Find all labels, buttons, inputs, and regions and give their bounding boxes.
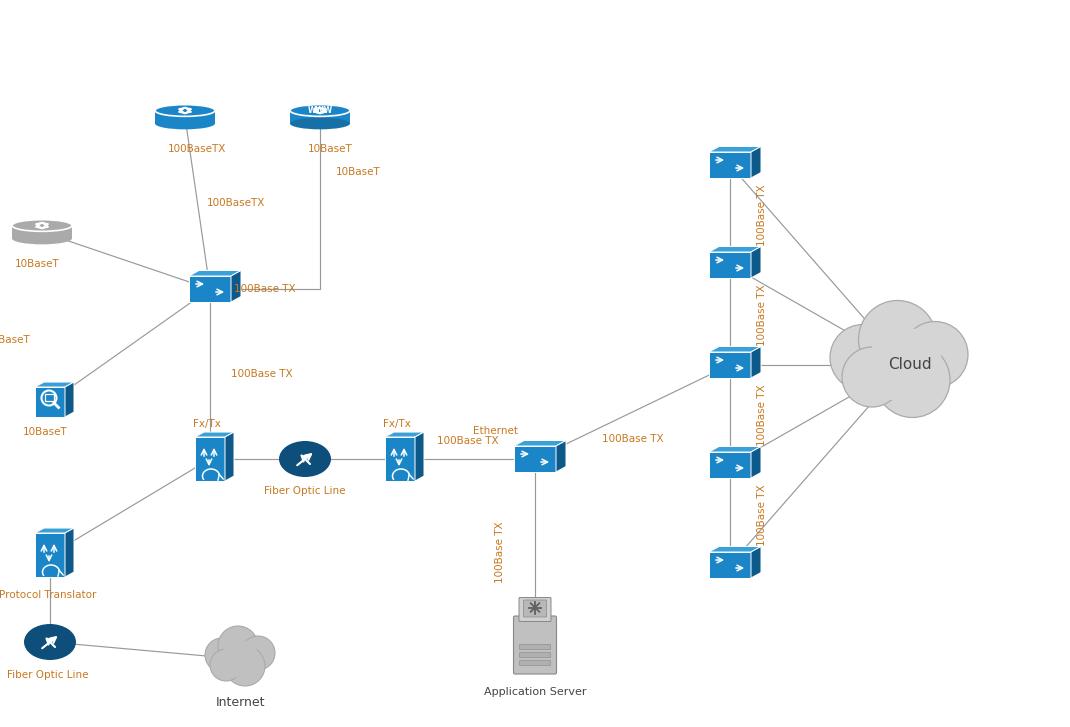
Text: Internet: Internet (215, 696, 264, 709)
FancyBboxPatch shape (514, 616, 556, 674)
Polygon shape (415, 432, 424, 481)
FancyBboxPatch shape (519, 598, 551, 622)
Polygon shape (195, 432, 234, 437)
Ellipse shape (290, 105, 350, 116)
Circle shape (902, 321, 968, 387)
Polygon shape (35, 387, 65, 417)
Ellipse shape (279, 441, 331, 477)
Polygon shape (514, 441, 566, 446)
Polygon shape (65, 528, 74, 577)
Circle shape (225, 646, 265, 686)
Polygon shape (290, 111, 350, 124)
Text: Fiber Optic Line: Fiber Optic Line (7, 670, 89, 680)
Polygon shape (709, 452, 751, 478)
Polygon shape (751, 246, 761, 278)
FancyBboxPatch shape (520, 661, 550, 665)
Polygon shape (385, 437, 415, 481)
Polygon shape (709, 252, 751, 278)
Polygon shape (65, 382, 74, 417)
Text: 100Base TX: 100Base TX (437, 436, 499, 446)
Polygon shape (189, 270, 241, 276)
FancyBboxPatch shape (520, 653, 550, 657)
Text: 10BaseT: 10BaseT (336, 167, 380, 177)
Polygon shape (231, 270, 241, 302)
Text: Protocol Translator: Protocol Translator (0, 590, 96, 600)
Text: Fx/Tx: Fx/Tx (193, 419, 220, 429)
Polygon shape (35, 533, 65, 577)
Polygon shape (709, 347, 761, 352)
Ellipse shape (12, 220, 72, 231)
Text: 100Base TX: 100Base TX (234, 284, 295, 294)
Polygon shape (556, 441, 566, 472)
Text: Cloud: Cloud (888, 358, 932, 372)
Polygon shape (751, 347, 761, 378)
Polygon shape (709, 547, 761, 552)
Polygon shape (709, 352, 751, 378)
Polygon shape (709, 152, 751, 178)
Polygon shape (189, 276, 231, 302)
FancyBboxPatch shape (520, 645, 550, 649)
Circle shape (205, 638, 239, 672)
Circle shape (221, 640, 259, 678)
Polygon shape (709, 552, 751, 578)
Text: 10BaseT: 10BaseT (22, 427, 67, 437)
Circle shape (210, 649, 242, 681)
Polygon shape (514, 446, 556, 472)
Text: Fx/Tx: Fx/Tx (383, 419, 411, 429)
Text: 100Base TX: 100Base TX (756, 384, 767, 446)
Circle shape (875, 342, 950, 417)
Ellipse shape (12, 233, 72, 244)
FancyBboxPatch shape (523, 600, 547, 617)
Polygon shape (225, 432, 234, 481)
Circle shape (241, 636, 275, 670)
Text: 10BaseT: 10BaseT (15, 259, 59, 269)
Polygon shape (155, 111, 215, 124)
Circle shape (830, 324, 896, 390)
Polygon shape (195, 437, 225, 481)
Circle shape (858, 300, 936, 379)
Polygon shape (751, 446, 761, 478)
Text: 100Base TX: 100Base TX (756, 284, 767, 346)
Text: 100BaseTX: 100BaseTX (207, 198, 264, 208)
Text: 100Base TX: 100Base TX (495, 521, 505, 583)
Text: 10BaseT: 10BaseT (308, 144, 352, 154)
Ellipse shape (155, 105, 215, 116)
Polygon shape (709, 147, 761, 152)
Polygon shape (35, 382, 74, 387)
Polygon shape (751, 547, 761, 578)
Text: 100Base TX: 100Base TX (756, 184, 767, 246)
Text: Ethernet: Ethernet (473, 426, 518, 436)
Polygon shape (709, 246, 761, 252)
Polygon shape (751, 147, 761, 178)
Polygon shape (709, 446, 761, 452)
Text: 100Base TX: 100Base TX (231, 369, 293, 379)
Text: Fiber Optic Line: Fiber Optic Line (264, 486, 346, 496)
Text: 100BaseTX: 100BaseTX (168, 144, 226, 154)
Ellipse shape (155, 118, 215, 129)
Ellipse shape (24, 624, 76, 660)
Polygon shape (12, 225, 72, 238)
Text: Application Server: Application Server (484, 687, 586, 697)
Circle shape (218, 626, 258, 666)
Polygon shape (35, 528, 74, 533)
Ellipse shape (290, 118, 350, 129)
Polygon shape (385, 432, 424, 437)
Text: WWW: WWW (307, 106, 333, 115)
Circle shape (868, 327, 943, 403)
Text: 100Base TX: 100Base TX (601, 434, 663, 444)
Text: 100Base TX: 100Base TX (756, 484, 767, 546)
Circle shape (842, 347, 902, 407)
Text: 10BaseT: 10BaseT (0, 335, 30, 345)
